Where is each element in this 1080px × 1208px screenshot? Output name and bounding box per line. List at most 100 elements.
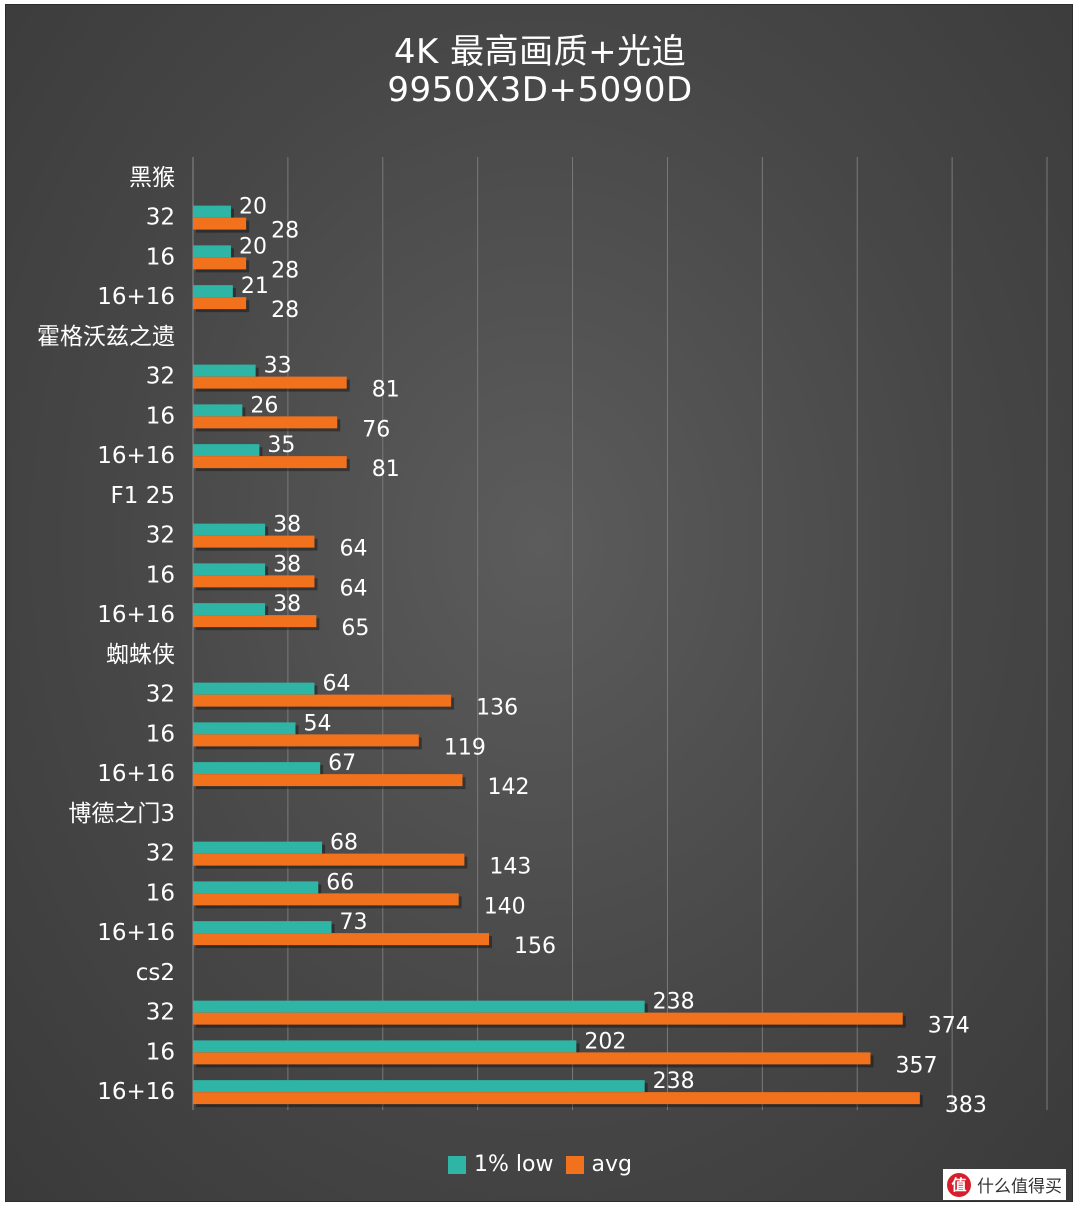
category-label: 16+16 xyxy=(97,920,175,946)
bar-1pct-low xyxy=(193,603,266,616)
bar-1pct-low xyxy=(193,285,233,298)
data-label-avg: 64 xyxy=(339,537,367,562)
data-label-1pct-low: 54 xyxy=(303,711,331,736)
category-label: 16+16 xyxy=(97,602,175,628)
bar-1pct-low xyxy=(193,881,319,894)
data-label-1pct-low: 202 xyxy=(584,1029,626,1054)
legend-item-1pct-low: 1% low xyxy=(448,1152,554,1177)
bar-1pct-low xyxy=(193,404,243,417)
chart-title: 4K 最高画质+光追 xyxy=(393,32,687,72)
chart-legend: 1% low avg xyxy=(0,1152,1080,1177)
category-label: 16 xyxy=(146,244,175,270)
legend-item-avg: avg xyxy=(565,1152,632,1177)
category-label: 16 xyxy=(146,880,175,906)
bar-avg xyxy=(193,416,338,429)
bar-avg xyxy=(193,297,247,310)
data-label-avg: 65 xyxy=(341,616,369,641)
bar-avg xyxy=(193,853,465,866)
data-label-avg: 374 xyxy=(928,1014,970,1039)
bar-1pct-low xyxy=(193,1040,577,1053)
bar-avg xyxy=(193,615,317,628)
bar-1pct-low xyxy=(193,722,296,735)
category-label: 16+16 xyxy=(97,284,175,310)
legend-label-avg: avg xyxy=(591,1152,632,1177)
data-label-1pct-low: 66 xyxy=(326,870,354,895)
chart-subtitle: 9950X3D+5090D xyxy=(387,70,693,110)
bar-1pct-low xyxy=(193,563,266,576)
category-label: 32 xyxy=(146,841,175,867)
data-label-avg: 140 xyxy=(484,894,526,919)
data-label-avg: 119 xyxy=(444,735,486,760)
data-label-avg: 28 xyxy=(271,258,299,283)
category-label: 16+16 xyxy=(97,761,175,787)
bar-avg xyxy=(193,774,463,787)
data-label-avg: 143 xyxy=(489,855,531,880)
watermark: 值 什么值得买 xyxy=(943,1169,1066,1200)
category-label: 16+16 xyxy=(97,443,175,469)
bar-avg xyxy=(193,1012,903,1025)
bar-avg xyxy=(193,456,347,469)
data-label-avg: 64 xyxy=(339,576,367,601)
bar-1pct-low xyxy=(193,1080,645,1093)
category-label: F1 25 xyxy=(111,483,175,509)
bar-1pct-low xyxy=(193,921,332,934)
data-label-1pct-low: 33 xyxy=(264,354,292,379)
bar-avg xyxy=(193,257,247,270)
data-label-avg: 76 xyxy=(362,417,390,442)
bar-1pct-low xyxy=(193,682,315,695)
data-label-1pct-low: 21 xyxy=(241,274,269,299)
data-label-1pct-low: 73 xyxy=(340,910,368,935)
category-label: 32 xyxy=(146,682,175,708)
category-label: cs2 xyxy=(136,960,175,986)
category-label: 博德之门3 xyxy=(68,801,175,827)
category-label: 16+16 xyxy=(97,1079,175,1105)
data-label-1pct-low: 238 xyxy=(653,1069,695,1094)
legend-swatch-1pct-low xyxy=(448,1155,467,1174)
bar-1pct-low xyxy=(193,205,231,218)
bar-1pct-low xyxy=(193,1000,645,1013)
data-label-1pct-low: 38 xyxy=(273,552,301,577)
bar-1pct-low xyxy=(193,364,256,377)
category-label: 黑猴 xyxy=(129,165,175,191)
bar-avg xyxy=(193,734,419,747)
category-label: 32 xyxy=(146,364,175,390)
data-label-1pct-low: 67 xyxy=(328,751,356,776)
bar-1pct-low xyxy=(193,762,321,775)
category-label: 32 xyxy=(146,1000,175,1026)
data-label-1pct-low: 38 xyxy=(273,513,301,538)
category-label: 32 xyxy=(146,523,175,549)
watermark-text: 什么值得买 xyxy=(977,1177,1062,1197)
bar-1pct-low xyxy=(193,523,266,536)
bar-avg xyxy=(193,217,247,230)
bar-1pct-low xyxy=(193,245,231,258)
bar-avg xyxy=(193,1052,871,1065)
category-label: 16 xyxy=(146,403,175,429)
data-label-avg: 383 xyxy=(945,1093,987,1118)
category-label: 16 xyxy=(146,1039,175,1065)
bar-avg xyxy=(193,1092,920,1105)
bar-avg xyxy=(193,893,459,906)
data-label-1pct-low: 35 xyxy=(267,433,295,458)
category-label: 霍格沃兹之遗 xyxy=(37,324,175,350)
data-label-avg: 357 xyxy=(896,1053,938,1078)
bar-avg xyxy=(193,933,490,946)
data-label-1pct-low: 20 xyxy=(239,234,267,259)
category-label: 16 xyxy=(146,562,175,588)
bar-avg xyxy=(193,694,452,707)
legend-label-1pct-low: 1% low xyxy=(474,1152,554,1177)
smzdm-logo-icon: 值 xyxy=(947,1172,971,1197)
data-label-1pct-low: 68 xyxy=(330,831,358,856)
data-label-avg: 81 xyxy=(372,378,400,403)
data-label-avg: 142 xyxy=(487,775,529,800)
data-label-avg: 156 xyxy=(514,934,556,959)
data-label-avg: 28 xyxy=(271,298,299,323)
data-label-1pct-low: 38 xyxy=(273,592,301,617)
category-label: 蜘蛛侠 xyxy=(106,642,175,668)
data-label-avg: 81 xyxy=(372,457,400,482)
bar-1pct-low xyxy=(193,841,323,854)
category-label: 32 xyxy=(146,205,175,231)
data-label-1pct-low: 64 xyxy=(322,672,350,697)
legend-swatch-avg xyxy=(565,1155,584,1174)
bar-1pct-low xyxy=(193,444,260,457)
